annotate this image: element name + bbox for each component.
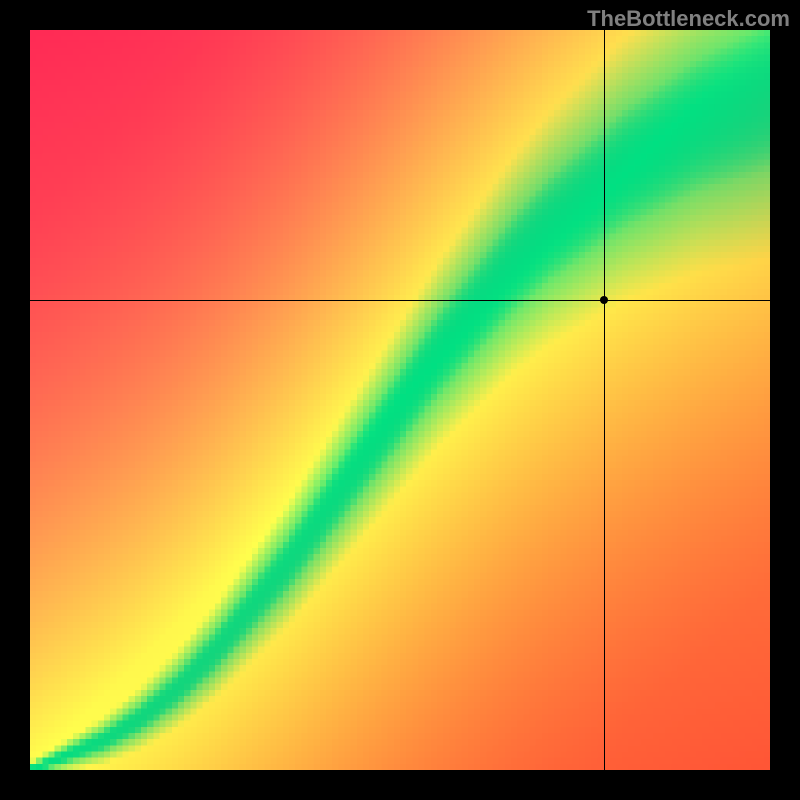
heatmap-canvas bbox=[30, 30, 770, 770]
crosshair-point bbox=[600, 296, 608, 304]
bottleneck-heatmap bbox=[30, 30, 770, 770]
crosshair-vertical bbox=[604, 30, 605, 770]
crosshair-horizontal bbox=[30, 300, 770, 301]
watermark: TheBottleneck.com bbox=[587, 6, 790, 32]
